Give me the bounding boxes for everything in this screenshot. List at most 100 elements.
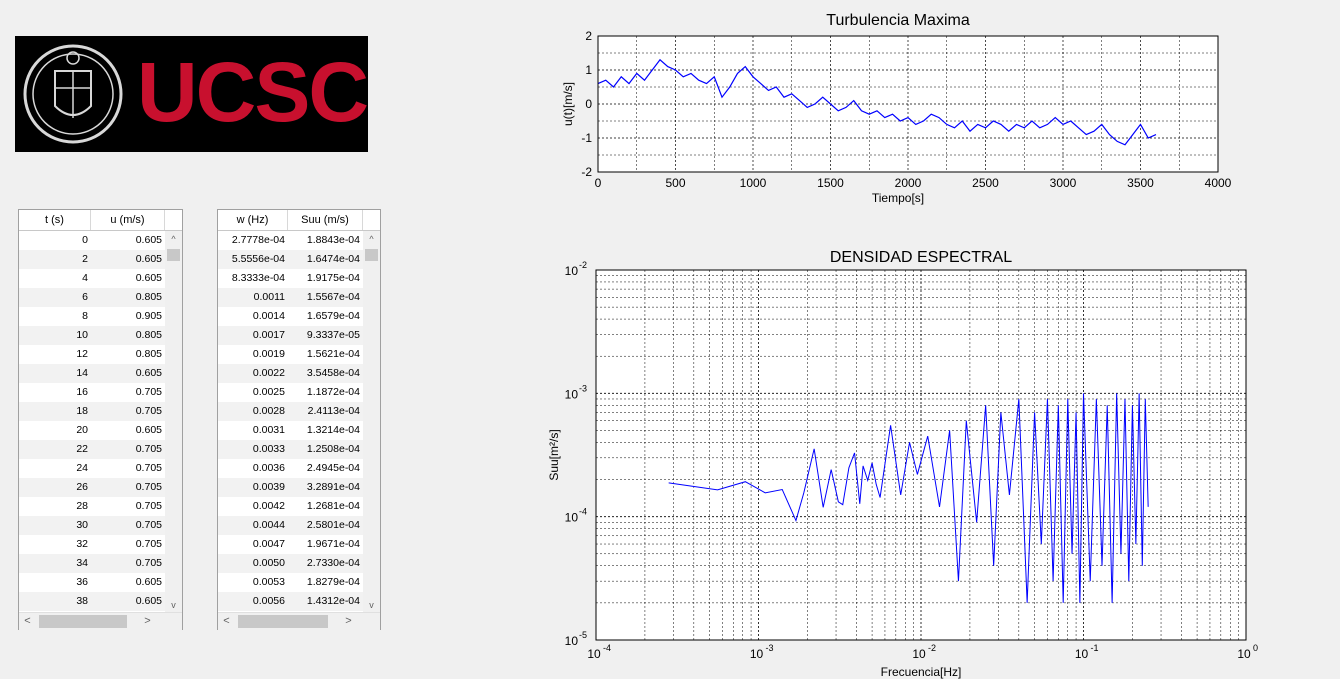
table-cell[interactable]: 0.705: [135, 519, 162, 531]
table-row[interactable]: 0.0042 1.2681e-04: [218, 497, 363, 516]
table-cell[interactable]: 0.605: [135, 424, 162, 436]
table-cell[interactable]: 0.0047: [252, 538, 285, 550]
table-cell[interactable]: 0.0044: [252, 519, 285, 531]
scroll-thumb[interactable]: [238, 615, 328, 628]
table-row[interactable]: 2.7778e-04 1.8843e-04: [218, 231, 363, 250]
table-row[interactable]: 0.0039 3.2891e-04: [218, 478, 363, 497]
table-cell[interactable]: 0.705: [135, 557, 162, 569]
table-row[interactable]: 0.0017 9.3337e-05: [218, 326, 363, 345]
table-cell[interactable]: 1.8279e-04: [306, 576, 360, 588]
table-cell[interactable]: 0.0056: [252, 595, 285, 607]
table-row[interactable]: 24 0.705: [19, 459, 165, 478]
table-cell[interactable]: 0.0011: [253, 291, 285, 303]
scroll-up-icon[interactable]: ^: [369, 234, 374, 244]
table-cell[interactable]: 0.905: [135, 310, 162, 322]
table-cell[interactable]: 1.9175e-04: [306, 272, 360, 284]
table-cell[interactable]: 0.0053: [252, 576, 285, 588]
table-cell[interactable]: 1.6474e-04: [306, 253, 360, 265]
table-cell[interactable]: 1.2681e-04: [306, 500, 360, 512]
time-table-hscroll[interactable]: < >: [19, 612, 182, 630]
table-cell[interactable]: 0.805: [135, 348, 162, 360]
time-table-vscroll[interactable]: ^ v: [165, 231, 182, 613]
table-cell[interactable]: 2.4113e-04: [307, 405, 360, 417]
table-row[interactable]: 34 0.705: [19, 554, 165, 573]
table-cell[interactable]: 6: [82, 291, 88, 303]
table-cell[interactable]: 1.5567e-04: [306, 291, 360, 303]
table-cell[interactable]: 2.7330e-04: [306, 557, 360, 569]
frequency-table-hscroll[interactable]: < >: [218, 612, 380, 630]
scroll-thumb[interactable]: [365, 249, 378, 261]
scroll-up-icon[interactable]: ^: [171, 234, 176, 244]
table-cell[interactable]: 16: [76, 386, 88, 398]
table-cell[interactable]: 0.605: [135, 576, 162, 588]
table-cell[interactable]: 2.7778e-04: [231, 234, 285, 246]
table-cell[interactable]: 1.9671e-04: [306, 538, 360, 550]
table-cell[interactable]: 14: [76, 367, 88, 379]
scroll-right-icon[interactable]: >: [144, 615, 151, 627]
table-cell[interactable]: 0.705: [135, 386, 162, 398]
frequency-table-vscroll[interactable]: ^ v: [363, 231, 380, 613]
table-cell[interactable]: 9.3337e-05: [306, 329, 360, 341]
table-cell[interactable]: 24: [76, 462, 88, 474]
table-cell[interactable]: 0.605: [135, 272, 162, 284]
table-cell[interactable]: 8: [82, 310, 88, 322]
table-row[interactable]: 8 0.905: [19, 307, 165, 326]
table-row[interactable]: 0.0028 2.4113e-04: [218, 402, 363, 421]
table-row[interactable]: 16 0.705: [19, 383, 165, 402]
table-cell[interactable]: 1.4312e-04: [306, 595, 360, 607]
table-row[interactable]: 38 0.605: [19, 592, 165, 611]
table-row[interactable]: 0.0014 1.6579e-04: [218, 307, 363, 326]
table-cell[interactable]: 1.3214e-04: [306, 424, 360, 436]
table-cell[interactable]: 2.4945e-04: [306, 462, 360, 474]
table-cell[interactable]: 26: [76, 481, 88, 493]
table-row[interactable]: 10 0.805: [19, 326, 165, 345]
table-cell[interactable]: 18: [76, 405, 88, 417]
table-cell[interactable]: 5.5556e-04: [231, 253, 285, 265]
column-header-u[interactable]: u (m/s): [91, 210, 165, 230]
table-cell[interactable]: 4: [82, 272, 88, 284]
table-cell[interactable]: 0.0031: [252, 424, 285, 436]
table-cell[interactable]: 10: [76, 329, 88, 341]
table-cell[interactable]: 0.0025: [252, 386, 285, 398]
table-cell[interactable]: 0.605: [135, 595, 162, 607]
scroll-right-icon[interactable]: >: [345, 615, 352, 627]
table-row[interactable]: 4 0.605: [19, 269, 165, 288]
table-row[interactable]: 2 0.605: [19, 250, 165, 269]
table-row[interactable]: 5.5556e-04 1.6474e-04: [218, 250, 363, 269]
table-cell[interactable]: 20: [76, 424, 88, 436]
table-cell[interactable]: 0.0017: [252, 329, 285, 341]
table-cell[interactable]: 22: [76, 443, 88, 455]
table-cell[interactable]: 0.605: [135, 253, 162, 265]
table-cell[interactable]: 1.5621e-04: [306, 348, 360, 360]
table-cell[interactable]: 12: [76, 348, 88, 360]
column-header-suu[interactable]: Suu (m/s): [288, 210, 363, 230]
table-cell[interactable]: 34: [76, 557, 88, 569]
table-row[interactable]: 0.0056 1.4312e-04: [218, 592, 363, 611]
table-row[interactable]: 0.0022 3.5458e-04: [218, 364, 363, 383]
table-row[interactable]: 26 0.705: [19, 478, 165, 497]
scroll-down-icon[interactable]: v: [171, 600, 176, 610]
table-cell[interactable]: 28: [76, 500, 88, 512]
table-row[interactable]: 6 0.805: [19, 288, 165, 307]
table-cell[interactable]: 0.0033: [252, 443, 285, 455]
scroll-thumb[interactable]: [39, 615, 127, 628]
frequency-table[interactable]: w (Hz) Suu (m/s) 2.7778e-04 1.8843e-04 5.5…: [217, 209, 381, 630]
table-row[interactable]: 12 0.805: [19, 345, 165, 364]
table-cell[interactable]: 38: [76, 595, 88, 607]
column-header-t[interactable]: t (s): [19, 210, 91, 230]
table-row[interactable]: 8.3333e-04 1.9175e-04: [218, 269, 363, 288]
table-row[interactable]: 0.0053 1.8279e-04: [218, 573, 363, 592]
table-cell[interactable]: 0.705: [135, 538, 162, 550]
scroll-left-icon[interactable]: <: [24, 615, 31, 627]
table-cell[interactable]: 0.705: [135, 500, 162, 512]
table-cell[interactable]: 2: [82, 253, 88, 265]
table-row[interactable]: 0.0050 2.7330e-04: [218, 554, 363, 573]
table-cell[interactable]: 8.3333e-04: [231, 272, 285, 284]
scroll-left-icon[interactable]: <: [223, 615, 230, 627]
table-row[interactable]: 32 0.705: [19, 535, 165, 554]
table-cell[interactable]: 2.5801e-04: [306, 519, 360, 531]
table-row[interactable]: 0.0025 1.1872e-04: [218, 383, 363, 402]
table-cell[interactable]: 0.705: [135, 443, 162, 455]
column-header-w[interactable]: w (Hz): [218, 210, 288, 230]
table-row[interactable]: 14 0.605: [19, 364, 165, 383]
